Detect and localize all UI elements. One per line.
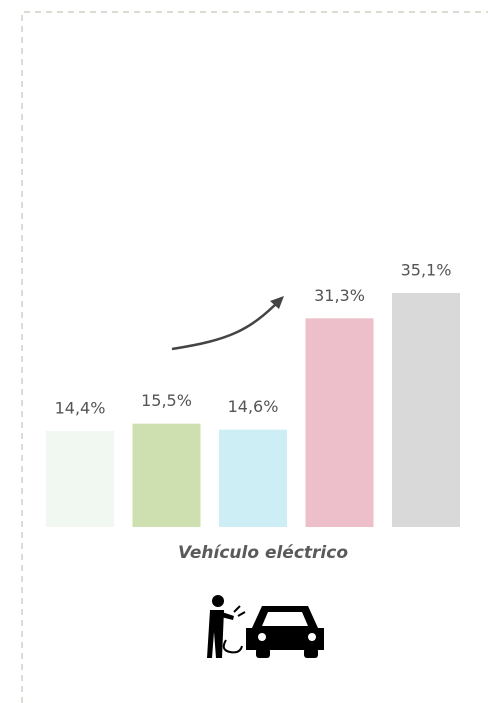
value-label: 14,4% [55, 398, 106, 417]
bar [392, 292, 460, 527]
arrow-head [270, 296, 284, 309]
x-axis-label: Vehículo eléctrico [178, 543, 348, 563]
ev-icon [207, 595, 324, 658]
value-label: 35,1% [401, 260, 452, 279]
value-label: 14,6% [228, 397, 279, 416]
bar [132, 423, 201, 527]
trend-arrow [171, 299, 281, 351]
bar [46, 430, 114, 527]
value-label: 31,3% [314, 286, 365, 305]
value-label: 15,5% [141, 391, 192, 410]
frame [21, 11, 488, 703]
bar [305, 318, 374, 527]
bar [219, 429, 287, 527]
